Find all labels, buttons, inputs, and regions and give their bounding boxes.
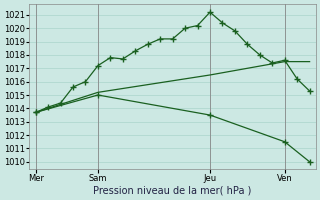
X-axis label: Pression niveau de la mer( hPa ): Pression niveau de la mer( hPa ) <box>93 186 252 196</box>
